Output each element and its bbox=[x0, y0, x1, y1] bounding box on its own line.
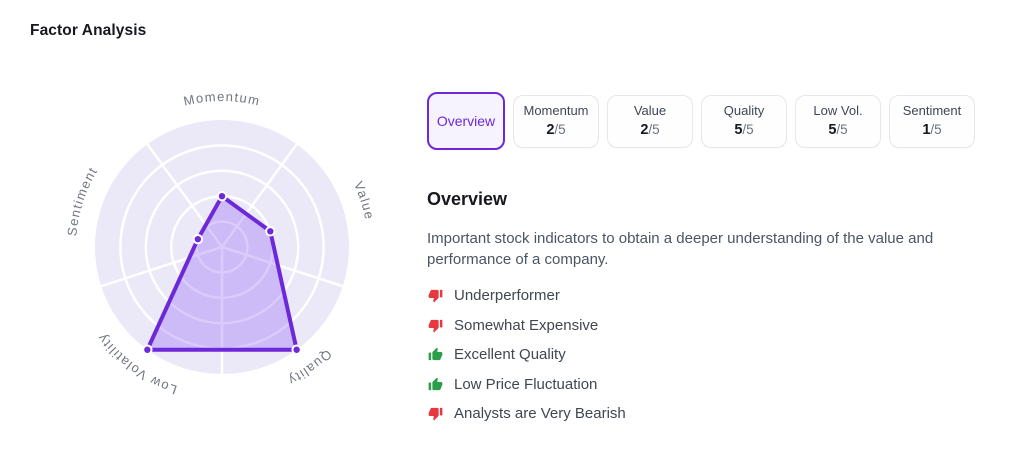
tab-score: 2/5 bbox=[546, 121, 565, 139]
radar-axis-label-text: Sentiment bbox=[64, 164, 99, 237]
tab-label: Value bbox=[633, 103, 667, 118]
indicator-row: Analysts are Very Bearish bbox=[428, 399, 626, 429]
tab-score-value: 2 bbox=[546, 122, 555, 138]
indicator-label: Somewhat Expensive bbox=[454, 316, 599, 334]
thumbs-up-icon bbox=[428, 347, 443, 361]
radar-sector-divider bbox=[146, 143, 224, 248]
tab-score-denominator: /5 bbox=[742, 122, 754, 137]
tab-low-vol[interactable]: Low Vol. 5/5 bbox=[795, 94, 881, 148]
radar-sector-divider bbox=[100, 245, 223, 288]
indicator-label: Low Price Fluctuation bbox=[454, 375, 598, 393]
overview-indicator-list: Underperformer Somewhat Expensive Excellen… bbox=[428, 281, 626, 429]
tab-score-value: 2 bbox=[640, 122, 649, 138]
radar-axis-label: Value bbox=[351, 179, 377, 221]
tab-label: Momentum bbox=[523, 103, 589, 118]
radar-vertex bbox=[192, 233, 204, 245]
radar-vertex bbox=[216, 191, 228, 202]
tab-quality[interactable]: Quality 5/5 bbox=[701, 94, 787, 148]
tab-sentiment[interactable]: Sentiment 1/5 bbox=[889, 94, 975, 148]
radar-axis-label: Momentum bbox=[182, 89, 262, 109]
tab-label: Quality bbox=[723, 103, 765, 118]
page-title: Factor Analysis bbox=[30, 22, 147, 39]
indicator-label: Excellent Quality bbox=[454, 346, 566, 364]
thumbs-down-icon bbox=[428, 408, 443, 421]
tab-label: Low Vol. bbox=[813, 103, 863, 118]
tab-overview[interactable]: Overview bbox=[427, 92, 505, 150]
indicator-label: Underperformer bbox=[454, 287, 560, 305]
tab-value[interactable]: Value 2/5 bbox=[607, 94, 693, 148]
indicator-row: Underperformer bbox=[428, 281, 626, 311]
thumbs-down-icon bbox=[428, 319, 443, 333]
thumbs-down-icon bbox=[428, 290, 443, 303]
tab-score: 2/5 bbox=[640, 121, 659, 139]
tab-score: 5/5 bbox=[828, 121, 847, 139]
radar-vertex bbox=[265, 226, 276, 237]
thumbs-up-icon bbox=[428, 377, 443, 390]
overview-description: Important stock indicators to obtain a d… bbox=[427, 230, 934, 268]
tab-score-value: 5 bbox=[828, 122, 837, 138]
radar-vertex bbox=[291, 344, 302, 355]
overview-heading: Overview bbox=[427, 189, 508, 209]
tab-label: Overview bbox=[436, 113, 496, 129]
factor-tabs: Overview Momentum 2/5 Value 2/5 Quality 5/5 Low… bbox=[427, 92, 975, 150]
tab-score-denominator: /5 bbox=[836, 122, 848, 137]
radar-polygon bbox=[145, 194, 299, 352]
radar-sector-divider bbox=[220, 143, 298, 248]
tab-label: Sentiment bbox=[902, 103, 962, 118]
tab-score-denominator: /5 bbox=[554, 122, 566, 137]
radar-axis-label-text: Value bbox=[351, 179, 376, 221]
tab-score-value: 1 bbox=[922, 122, 931, 138]
radar-axis-label-text: Momentum bbox=[182, 89, 260, 109]
indicator-row: Excellent Quality bbox=[428, 340, 626, 370]
tab-score: 1/5 bbox=[922, 121, 941, 139]
tab-momentum[interactable]: Momentum 2/5 bbox=[513, 94, 599, 148]
tab-score: 5/5 bbox=[734, 121, 753, 139]
tab-score-denominator: /5 bbox=[930, 122, 942, 137]
radar-axis-label: Sentiment bbox=[64, 164, 100, 237]
tab-score-value: 5 bbox=[734, 122, 743, 138]
tab-score-denominator: /5 bbox=[648, 122, 660, 137]
radar-vertex bbox=[142, 344, 153, 355]
indicator-row: Low Price Fluctuation bbox=[428, 370, 626, 400]
indicator-row: Somewhat Expensive bbox=[428, 311, 626, 341]
indicator-label: Analysts are Very Bearish bbox=[454, 405, 626, 423]
radar-sector-divider bbox=[221, 245, 344, 288]
